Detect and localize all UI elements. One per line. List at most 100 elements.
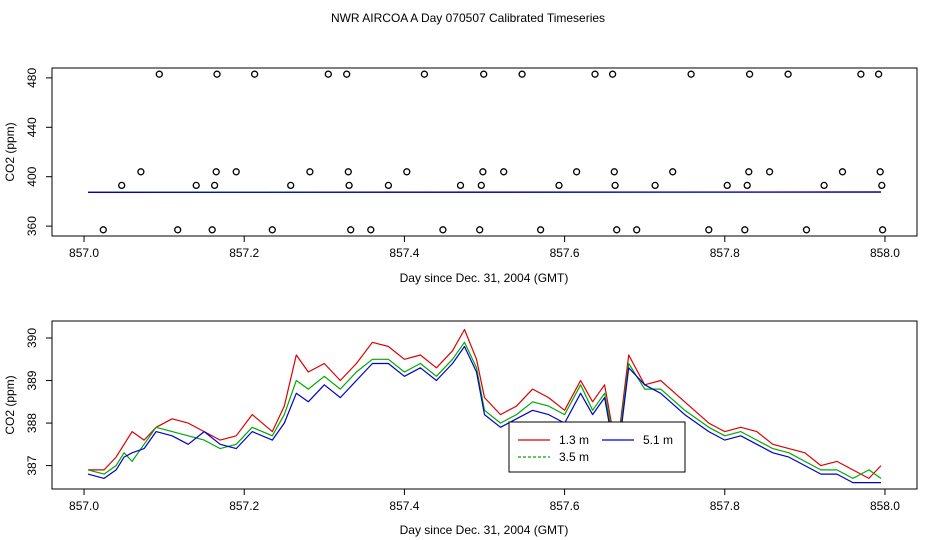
calibration-point bbox=[611, 181, 619, 190]
top-panel: Day since Dec. 31, 2004 (GMT) CO2 (ppm) … bbox=[3, 67, 918, 285]
figure-title: NWR AIRCOA A Day 070507 Calibrated Times… bbox=[331, 11, 605, 25]
calibration-point bbox=[500, 168, 508, 176]
bottom-series-line-2 bbox=[87, 341, 882, 479]
calibration-point bbox=[420, 70, 429, 78]
calibration-point bbox=[344, 168, 352, 176]
calibration-point bbox=[476, 226, 484, 234]
calibration-point bbox=[403, 168, 411, 176]
bottom-x-tick-label: 857.4 bbox=[389, 499, 419, 513]
calibration-point bbox=[741, 226, 749, 234]
bottom-plot-frame bbox=[51, 320, 918, 490]
calibration-point bbox=[232, 168, 240, 176]
calibration-point bbox=[479, 168, 487, 176]
legend-label-3: 5.1 m bbox=[643, 433, 673, 447]
calibration-point bbox=[838, 168, 847, 176]
top-y-axis-label: CO2 (ppm) bbox=[3, 122, 17, 181]
calibration-point bbox=[536, 226, 545, 234]
bottom-y-tick-label: 389 bbox=[25, 370, 39, 390]
calibration-point bbox=[287, 181, 295, 190]
bottom-x-ticks: 857.0 857.2 857.4 857.6 857.8 858.0 bbox=[69, 489, 900, 513]
calibration-point bbox=[439, 226, 447, 234]
calibration-point bbox=[477, 181, 485, 190]
top-x-tick-label: 857.4 bbox=[389, 246, 419, 260]
calibration-point bbox=[745, 70, 754, 78]
calibration-point bbox=[480, 70, 488, 78]
top-plot-frame bbox=[51, 67, 918, 237]
calibration-point bbox=[876, 168, 884, 176]
calibration-point bbox=[208, 226, 216, 234]
calibration-point bbox=[572, 168, 581, 176]
calibration-point bbox=[192, 181, 200, 190]
calibration-point bbox=[608, 70, 617, 78]
bottom-x-axis-label: Day since Dec. 31, 2004 (GMT) bbox=[400, 523, 569, 537]
top-y-ticks: 360 400 440 480 bbox=[25, 68, 52, 236]
calibration-point bbox=[137, 168, 145, 176]
calibration-point bbox=[745, 168, 753, 176]
calibration-point bbox=[874, 70, 883, 78]
top-x-tick-label: 857.0 bbox=[69, 246, 99, 260]
bottom-y-tick-label: 387 bbox=[25, 455, 39, 475]
calibration-point bbox=[651, 181, 659, 190]
calibration-point bbox=[118, 181, 126, 190]
calibration-point bbox=[343, 70, 351, 78]
calibration-point bbox=[210, 181, 219, 190]
calibration-point bbox=[174, 226, 182, 234]
bottom-x-tick-label: 857.8 bbox=[710, 499, 740, 513]
top-y-tick-label: 360 bbox=[25, 216, 39, 236]
calibration-point bbox=[705, 226, 713, 234]
bottom-x-tick-label: 857.6 bbox=[550, 499, 580, 513]
calibration-point bbox=[878, 226, 887, 234]
top-x-tick-label: 858.0 bbox=[870, 246, 900, 260]
top-y-tick-label: 480 bbox=[25, 68, 39, 88]
top-y-tick-label: 440 bbox=[25, 117, 39, 137]
calibration-point bbox=[268, 226, 276, 234]
calibration-point bbox=[155, 70, 163, 78]
calibration-point bbox=[633, 226, 641, 234]
calibration-point bbox=[518, 70, 526, 78]
calibration-point bbox=[857, 70, 865, 78]
top-y-tick-label: 400 bbox=[25, 166, 39, 186]
top-x-tick-label: 857.8 bbox=[710, 246, 740, 260]
bottom-series bbox=[87, 328, 882, 484]
top-x-axis-label: Day since Dec. 31, 2004 (GMT) bbox=[400, 271, 569, 285]
calibration-point bbox=[555, 181, 563, 190]
bottom-x-tick-label: 858.0 bbox=[870, 499, 900, 513]
calibration-point bbox=[367, 226, 375, 234]
calibration-point bbox=[99, 226, 107, 234]
legend-label-1: 1.3 m bbox=[559, 433, 589, 447]
calibration-point bbox=[456, 181, 465, 190]
bottom-y-tick-label: 388 bbox=[25, 413, 39, 433]
calibration-point bbox=[820, 181, 828, 190]
calibration-point bbox=[610, 168, 618, 176]
top-x-tick-label: 857.2 bbox=[229, 246, 259, 260]
top-x-tick-label: 857.6 bbox=[550, 246, 580, 260]
calibration-point bbox=[802, 226, 811, 234]
calibration-point bbox=[591, 70, 599, 78]
calibration-point bbox=[384, 181, 393, 190]
bottom-x-tick-label: 857.2 bbox=[229, 499, 259, 513]
calibration-point bbox=[213, 70, 221, 78]
calibration-point bbox=[324, 70, 332, 78]
top-calibration-points bbox=[99, 70, 887, 234]
calibration-point bbox=[687, 70, 695, 78]
calibration-point bbox=[347, 226, 355, 234]
bottom-series-line-1 bbox=[88, 328, 882, 479]
bottom-x-tick-label: 857.0 bbox=[69, 499, 99, 513]
calibration-point bbox=[669, 168, 677, 176]
bottom-y-tick-label: 390 bbox=[25, 328, 39, 348]
legend-label-2: 3.5 m bbox=[559, 450, 589, 464]
calibration-point bbox=[613, 226, 621, 234]
bottom-series-line-3 bbox=[87, 345, 881, 484]
legend: 1.3 m 5.1 m 3.5 m bbox=[508, 421, 686, 473]
bottom-panel: Day since Dec. 31, 2004 (GMT) CO2 (ppm) … bbox=[3, 320, 918, 537]
legend-box bbox=[508, 421, 686, 473]
calibration-point bbox=[212, 168, 220, 176]
calibration-point bbox=[345, 181, 353, 190]
calibration-point bbox=[878, 181, 886, 190]
bottom-y-axis-label: CO2 (ppm) bbox=[3, 375, 17, 434]
calibration-point bbox=[765, 168, 774, 176]
calibration-point bbox=[306, 168, 314, 176]
calibration-point bbox=[743, 181, 751, 190]
